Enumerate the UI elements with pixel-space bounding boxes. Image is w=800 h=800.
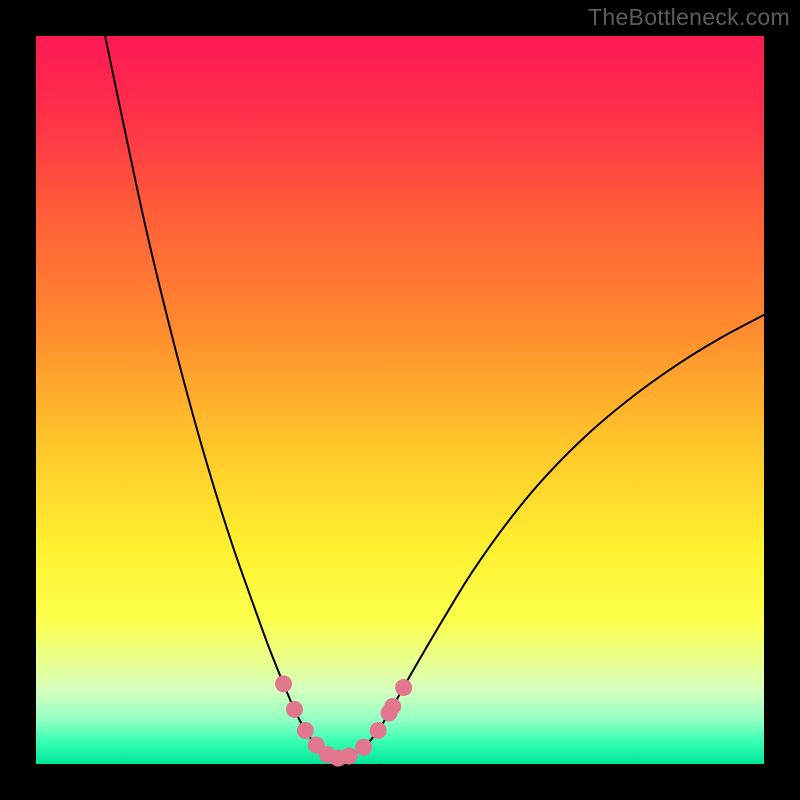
marker-dot (384, 698, 401, 715)
marker-dot (395, 679, 412, 696)
plot-area (36, 36, 764, 764)
chart-stage: TheBottleneck.com (0, 0, 800, 800)
marker-dot (286, 701, 303, 718)
watermark-text: TheBottleneck.com (588, 4, 790, 31)
marker-dot (275, 675, 292, 692)
marker-dot (297, 722, 314, 739)
bottleneck-curve-chart (0, 0, 800, 800)
marker-dot (370, 722, 387, 739)
marker-dot (341, 747, 358, 764)
marker-dot (355, 739, 372, 756)
